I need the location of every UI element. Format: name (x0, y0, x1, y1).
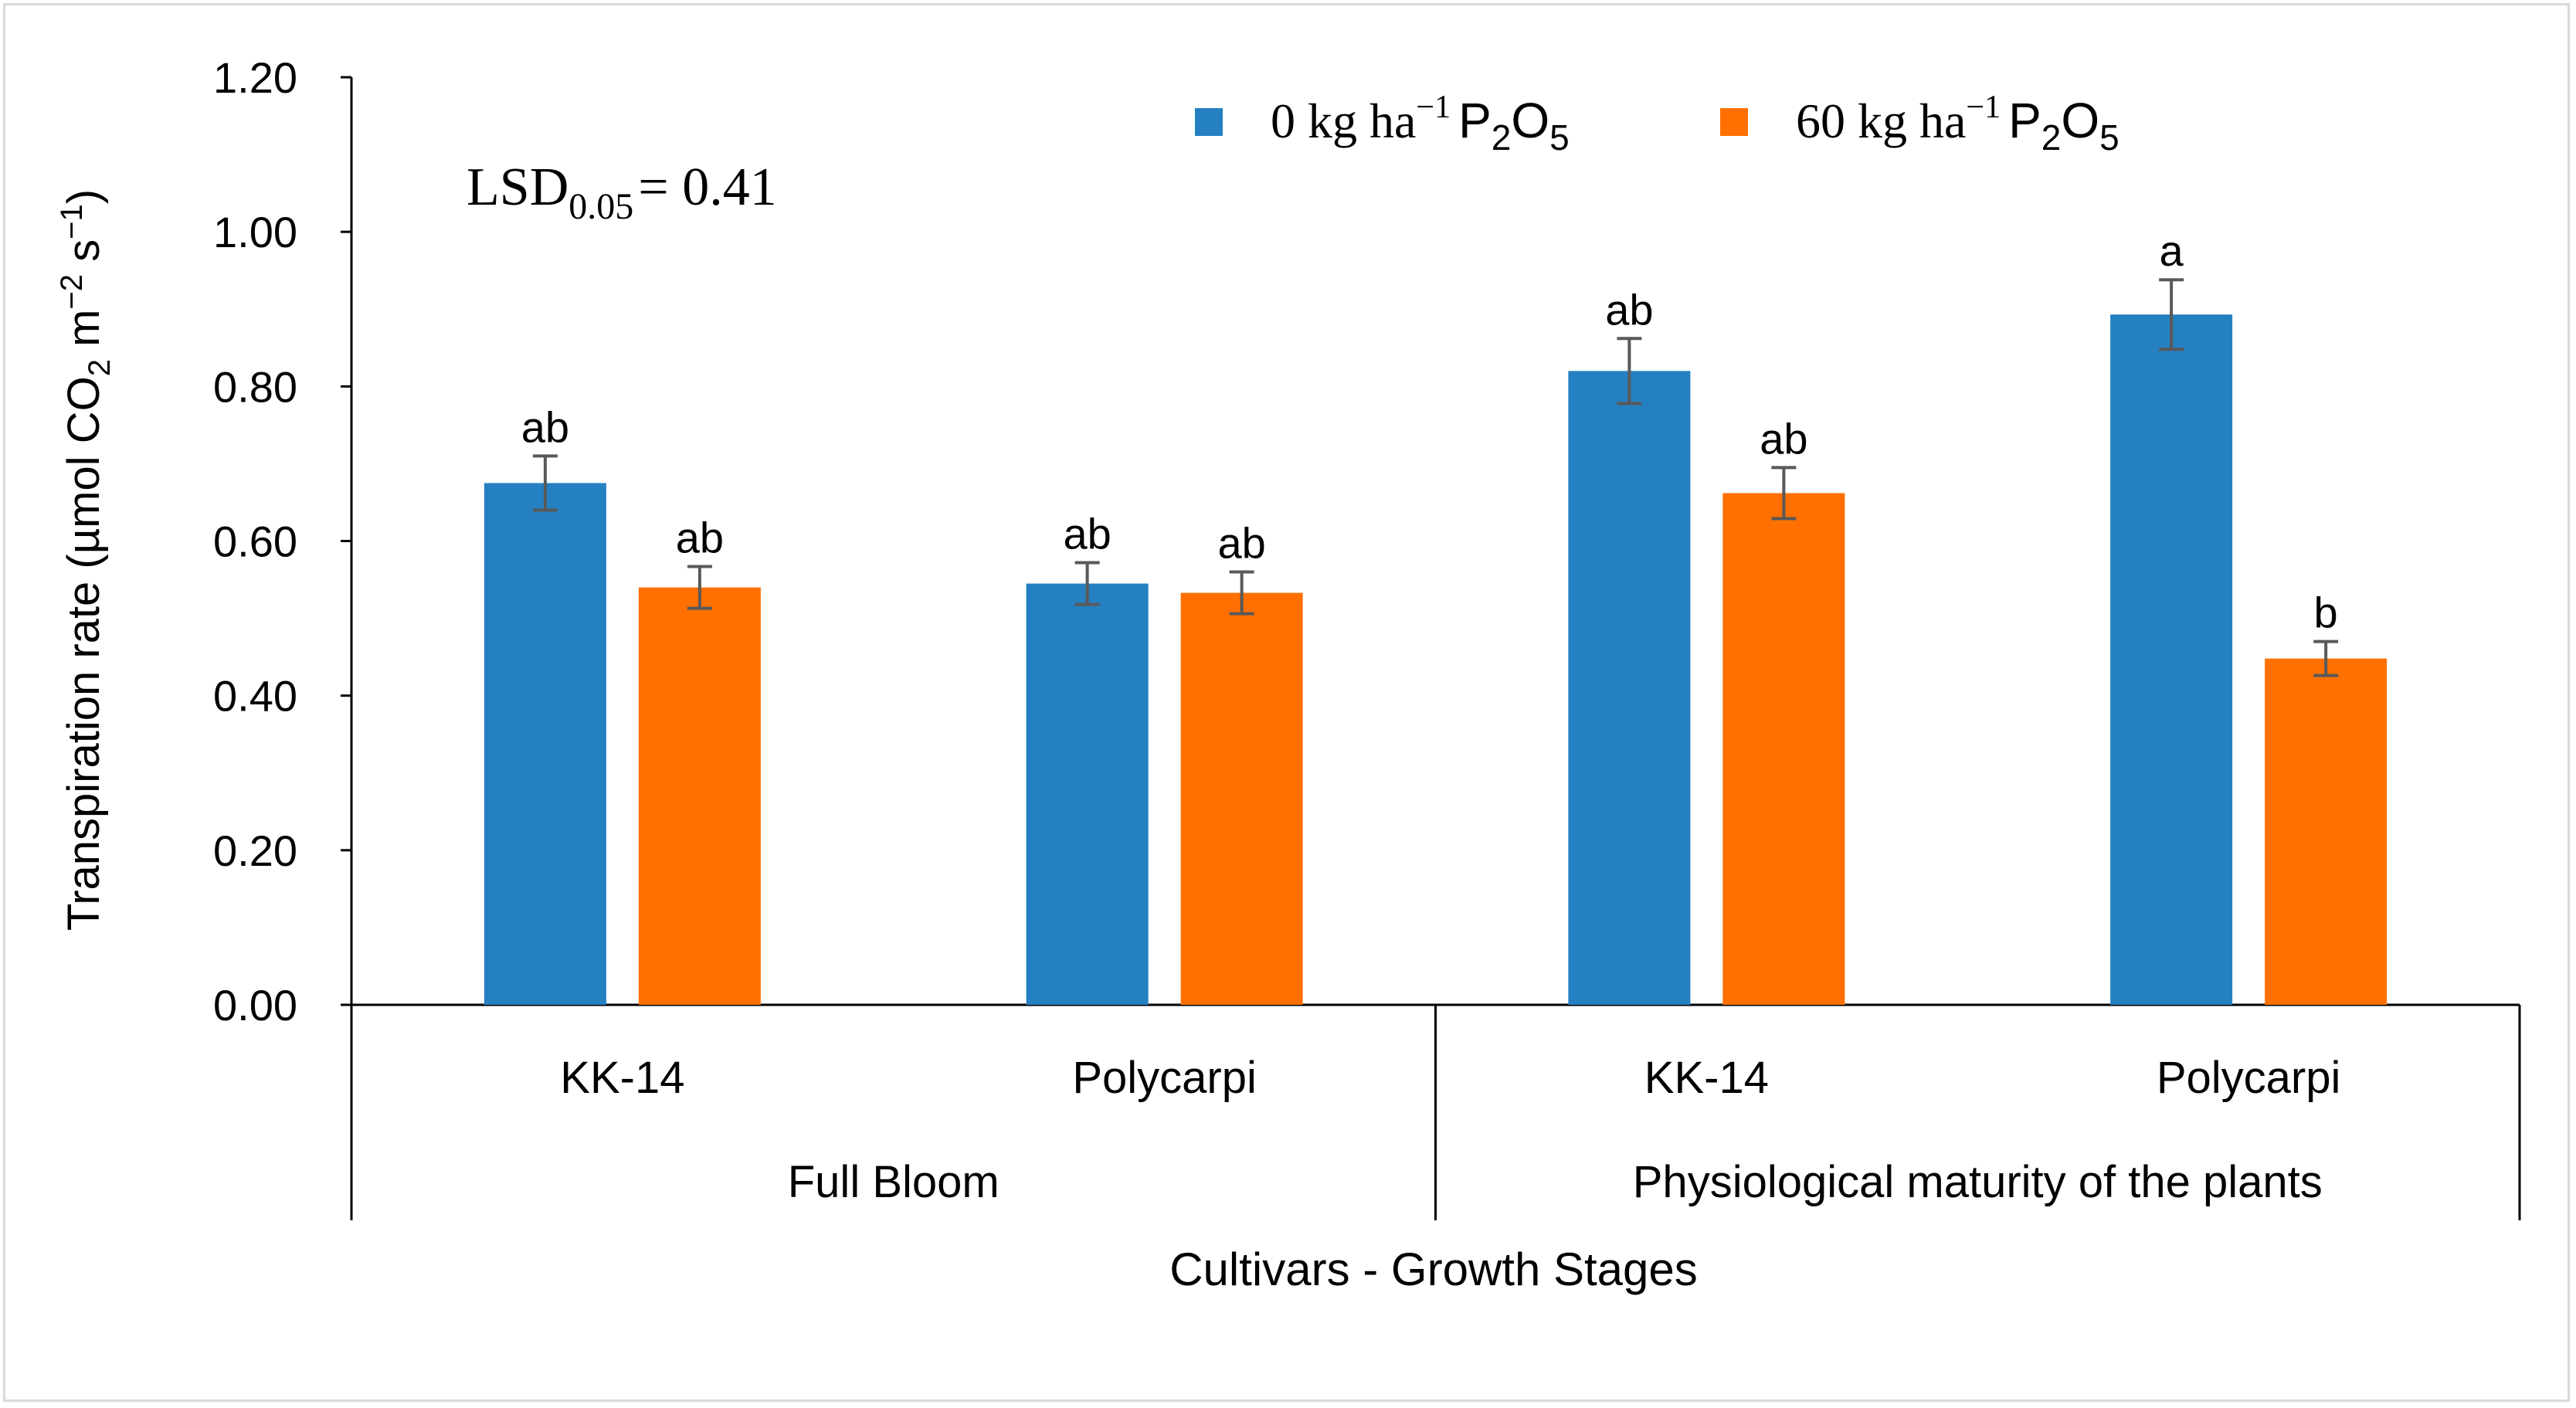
legend-swatch-0kg (1195, 108, 1223, 136)
bar (2110, 314, 2233, 1005)
significance-letter: ab (1760, 414, 1807, 463)
significance-letter: b (2314, 589, 2338, 637)
x-group-label: Physiological maturity of the plants (1633, 1157, 2323, 1207)
legend-label-60kg: 60 kg ha−1 P2O5 (1796, 90, 2120, 158)
significance-letter: ab (1605, 285, 1653, 334)
x-category-label: KK-14 (560, 1053, 684, 1103)
bar (484, 483, 606, 1005)
y-tick-label: 0.60 (213, 517, 297, 566)
x-category-label: Polycarpi (1072, 1053, 1257, 1103)
legend-swatch-60kg (1720, 108, 1748, 136)
bar (2265, 658, 2388, 1005)
bar (1568, 371, 1691, 1006)
y-tick-label: 0.40 (213, 672, 297, 721)
x-category-label: KK-14 (1644, 1053, 1769, 1103)
x-group-label: Full Bloom (788, 1157, 1000, 1207)
y-tick-label: 0.80 (213, 362, 297, 411)
lsd-annotation: LSD0.05= 0.41 (467, 158, 777, 227)
bar (1026, 583, 1149, 1005)
y-axis-title: Transpiration rate (µmol CO2 m−2 s−1) (55, 189, 117, 931)
legend-item-60kg: 60 kg ha−1 P2O5 (1720, 90, 2120, 158)
bars (484, 314, 2388, 1006)
bar (1722, 493, 1845, 1005)
bar (638, 587, 761, 1005)
x-category-label: Polycarpi (2157, 1053, 2341, 1103)
bar (1180, 592, 1303, 1005)
significance-letter: ab (521, 402, 569, 451)
error-bars (532, 278, 2339, 677)
legend-label-0kg: 0 kg ha−1 P2O5 (1271, 90, 1570, 158)
x-axis-title: Cultivars - Growth Stages (1169, 1243, 1698, 1295)
significance-letter: ab (1063, 510, 1111, 558)
legend: 0 kg ha−1 P2O5 60 kg ha−1 P2O5 (1195, 90, 2120, 158)
legend-item-0kg: 0 kg ha−1 P2O5 (1195, 90, 1570, 158)
significance-letter: ab (1217, 519, 1265, 568)
x-category-labels: KK-14 Polycarpi KK-14 Polycarpi Full Bloom Ph… (560, 1053, 2340, 1207)
y-tick-label: 1.20 (213, 53, 297, 102)
y-tick-label: 0.20 (213, 826, 297, 875)
significance-letter: a (2160, 226, 2184, 275)
significance-letter: ab (676, 514, 724, 562)
y-tick-labels: 0.00 0.20 0.40 0.60 0.80 1.00 1.20 (213, 53, 297, 1030)
y-tick-label: 0.00 (213, 981, 297, 1030)
y-tick-label: 1.00 (213, 208, 297, 256)
